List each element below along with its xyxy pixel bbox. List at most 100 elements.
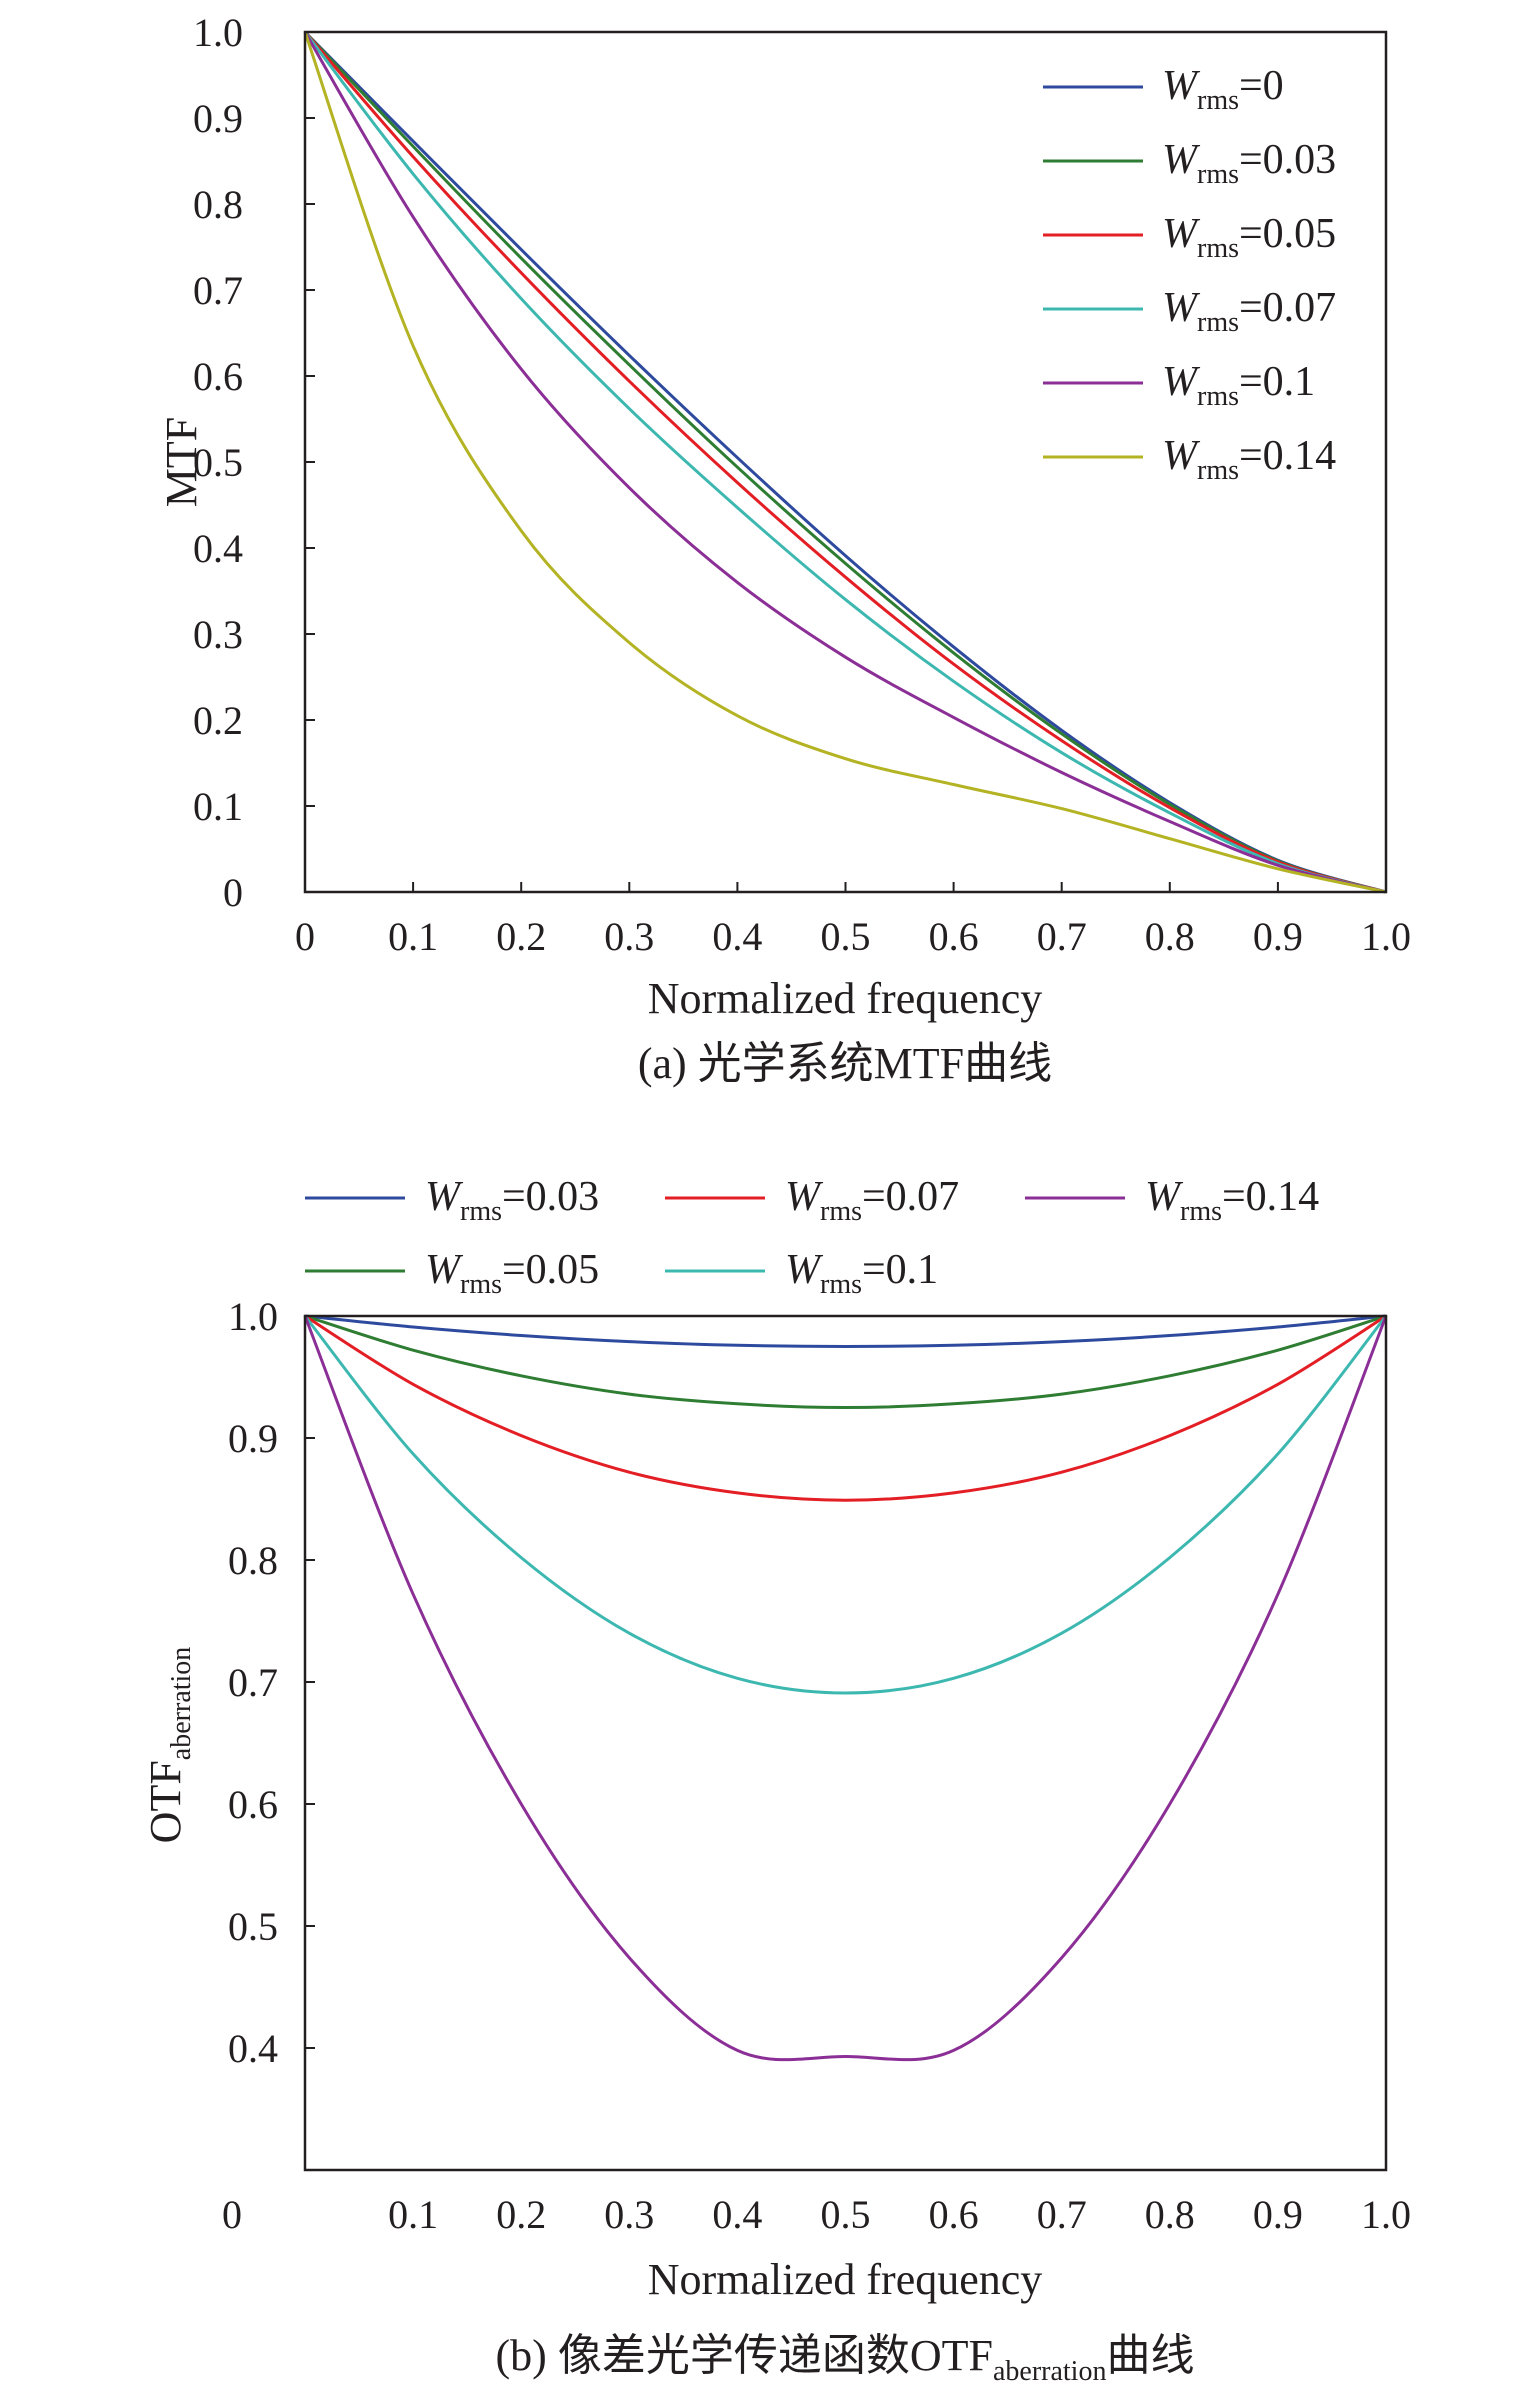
chart-a-legend-item-1-label-sub: rms [1197,85,1239,116]
chart-b-legend-item-2-label: Wrms=0.05 [425,1247,599,1300]
chart-a-x-tick-label: 0 [295,914,315,959]
chart-b-x-tick-label: 0.1 [388,2192,438,2237]
chart-b-legend-item-4-label: Wrms=0.1 [785,1247,938,1300]
chart-a-x-tick-label: 0.3 [604,914,654,959]
chart-a-x-tick-label: 0.5 [821,914,871,959]
chart-a-legend-item-3-label-value: =0.05 [1239,211,1336,257]
chart-a-legend-item-6-label-sub: rms [1197,455,1239,486]
chart-b-legend-item-1-label: Wrms=0.03 [425,1174,599,1227]
chart-a-ticks: 0 0.1 0.2 0.3 0.4 0.5 0.6 0.7 0.8 0.9 1.0 0 0.1 0.2 0.… [193,10,1411,959]
chart-b-legend-item-5-label: Wrms=0.14 [1145,1174,1319,1227]
chart-a-x-tick-label: 0.9 [1253,914,1303,959]
chart-b-ticks: 0.1 0.2 0.3 0.4 0.5 0.6 0.7 0.8 0.9 1.0 0 0.4 0.5 0.6… [222,1294,1411,2237]
chart-a-x-tick-label: 0.2 [496,914,546,959]
chart-a-y-tick-label: 0.3 [193,612,243,657]
chart-b-y-tick-label: 0.6 [228,1782,278,1827]
chart-b-legend-item-4-label-symbol: W [785,1247,824,1293]
chart-a-legend-item-2-label-sub: rms [1197,159,1239,190]
chart-b-plot-frame [303,1314,1388,2172]
chart-b-x-axis-label: Normalized frequency [648,2255,1043,2304]
chart-a-legend-item-6-label-symbol: W [1162,433,1201,479]
chart-a-legend-item-6-label-value: =0.14 [1239,433,1336,479]
chart-a-legend-item-4-label-symbol: W [1162,285,1201,331]
chart-a-series-line-2 [303,30,1387,894]
chart-a-x-tick-label: 1.0 [1361,914,1411,959]
chart-b-x-tick-label: 0.8 [1145,2192,1195,2237]
chart-b-y-tick-label: 0.4 [228,2026,278,2071]
chart-a-y-tick-label: 0.2 [193,698,243,743]
chart-a-legend-item-5-label-symbol: W [1162,359,1201,405]
chart-a-x-tick-label: 0.7 [1037,914,1087,959]
chart-b-legend-item-1-label-sub: rms [460,1196,502,1227]
chart-a-y-tick-label: 1.0 [193,10,243,55]
chart-a-legend-item-2-label: Wrms=0.03 [1162,137,1336,190]
chart-b-caption-sub: aberration [993,2356,1107,2387]
chart-a-series-line-5 [303,31,1387,894]
chart-b: Wrms=0.03Wrms=0.05Wrms=0.07Wrms=0.1Wrms=… [141,1174,1411,2387]
chart-b-legend-item-1-label-value: =0.03 [502,1174,599,1220]
chart-b-y-tick-label: 0.7 [228,1660,278,1705]
chart-b-legend-item-4-label-value: =0.1 [862,1247,938,1293]
chart-a-x-axis-label: Normalized frequency [648,974,1043,1023]
chart-b-y-tick-label: 0.5 [228,1904,278,1949]
chart-b-x-tick-label: 0.5 [821,2192,871,2237]
chart-a-legend-item-6-label: Wrms=0.14 [1162,433,1336,486]
chart-b-x-tick-label: 0.6 [929,2192,979,2237]
chart-a-legend-item-5-label-value: =0.1 [1239,359,1315,405]
chart-a-x-tick-label: 0.4 [712,914,762,959]
chart-a-legend-item-4-label-sub: rms [1197,307,1239,338]
chart-a-y-tick-label: 0.7 [193,268,243,313]
chart-a-legend-item-3-label-sub: rms [1197,233,1239,264]
chart-b-y-tick-label: 0.8 [228,1538,278,1583]
chart-a-legend-item-5-label-sub: rms [1197,381,1239,412]
chart-b-series-line-1 [304,1314,1387,1349]
chart-a-y-tick-label: 0.5 [193,440,243,485]
chart-b-y-axis-label-sub: aberration [166,1647,197,1761]
chart-a-y-tick-label: 0 [223,870,243,915]
chart-a-x-tick-label: 0.8 [1145,914,1195,959]
chart-a-y-tick-label: 0.8 [193,182,243,227]
chart-b-y-axis-label-main: OTF [141,1760,190,1843]
chart-a-legend-item-4-label: Wrms=0.07 [1162,285,1336,338]
chart-b-legend: Wrms=0.03Wrms=0.05Wrms=0.07Wrms=0.1Wrms=… [305,1174,1319,1300]
chart-a-x-tick-label: 0.6 [929,914,979,959]
chart-b-legend-item-1-label-symbol: W [425,1174,464,1220]
chart-b-x-tick-label: 0.4 [712,2192,762,2237]
chart-b-y-tick-label: 1.0 [228,1294,278,1339]
chart-b-caption: (b) 像差光学传递函数OTFaberration曲线 [496,2331,1195,2387]
chart-a-series-line-3 [303,31,1387,894]
chart-b-legend-item-3-label-symbol: W [785,1174,824,1220]
chart-b-series-line-5 [303,1315,1388,2062]
chart-b-legend-item-5-label-symbol: W [1145,1174,1184,1220]
chart-a-caption: (a) 光学系统MTF曲线 [638,1039,1052,1088]
chart-a-series-line-4 [303,31,1387,894]
chart-b-y-tick-label: 0.9 [228,1416,278,1461]
chart-a-series-line-6 [303,31,1387,894]
chart-a-y-axis-label: MTF [157,417,206,507]
chart-a-series [303,30,1387,894]
chart-b-x-tick-label: 0.9 [1253,2192,1303,2237]
chart-b-legend-item-2-label-symbol: W [425,1247,464,1293]
chart-a-legend: Wrms=0Wrms=0.03Wrms=0.05Wrms=0.07Wrms=0.… [1043,63,1336,486]
chart-a-y-tick-label: 0.6 [193,354,243,399]
chart-a-legend-item-1-label: Wrms=0 [1162,63,1284,116]
chart-b-x-tick-label: 0.7 [1037,2192,1087,2237]
chart-b-caption-suffix: 曲线 [1106,2331,1194,2380]
chart-a-y-tick-label: 0.4 [193,526,243,571]
chart-a-y-tick-label: 0.1 [193,784,243,829]
chart-b-series [303,1314,1388,2062]
chart-a-legend-item-1-label-value: =0 [1239,63,1284,109]
chart-b-x-tick-label: 0.2 [496,2192,546,2237]
chart-b-legend-item-4-label-sub: rms [820,1269,862,1300]
chart-a-plot-frame [303,30,1388,894]
chart-b-series-line-2 [304,1314,1387,1410]
chart-b-x-origin-label: 0 [222,2192,242,2237]
chart-a-legend-item-5-label: Wrms=0.1 [1162,359,1315,412]
chart-a-legend-item-3-label: Wrms=0.05 [1162,211,1336,264]
chart-b-legend-item-3-label-sub: rms [820,1196,862,1227]
chart-b-legend-item-2-label-sub: rms [460,1269,502,1300]
chart-b-x-tick-label: 0.3 [604,2192,654,2237]
chart-b-caption-prefix: (b) 像差光学传递函数OTF [496,2331,993,2380]
chart-b-legend-item-2-label-value: =0.05 [502,1247,599,1293]
